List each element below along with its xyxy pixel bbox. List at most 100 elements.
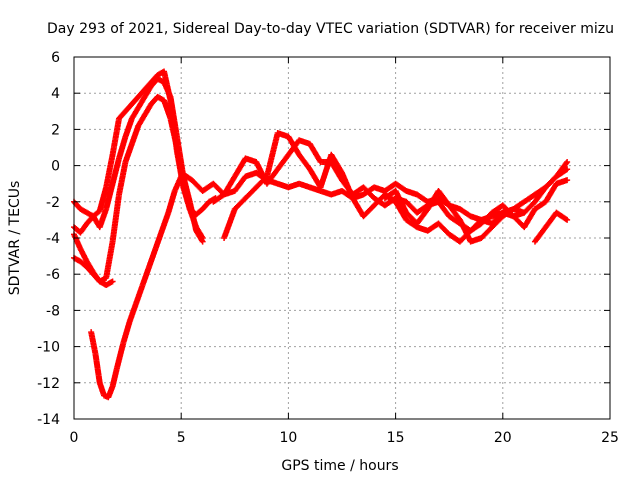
- data-point-trail: [543, 174, 559, 190]
- data-point-trail: [414, 207, 430, 226]
- data-point-trail: [393, 189, 409, 215]
- data-point-trail: [165, 189, 178, 215]
- x-tick-label: 25: [601, 430, 619, 446]
- x-tick-label: 5: [177, 430, 186, 446]
- y-tick-label: -4: [46, 231, 60, 247]
- data-point-trail: [264, 131, 281, 178]
- data-point: [564, 158, 571, 165]
- x-axis-label: GPS time / hours: [281, 458, 398, 474]
- data-point-trail: [114, 341, 126, 370]
- data-point-trail: [522, 207, 538, 229]
- data-point-trail: [194, 206, 205, 217]
- data-point-trail: [479, 210, 495, 226]
- data-point-trail: [78, 221, 89, 235]
- data-point-trail: [180, 182, 193, 211]
- data-point-trail: [122, 116, 135, 139]
- data-point-trail: [425, 189, 441, 211]
- data-point-trail: [136, 87, 147, 99]
- data-point-trail: [254, 174, 269, 190]
- data-point-trail: [522, 192, 537, 204]
- data-point-trail: [88, 330, 99, 356]
- y-axis-ticks: -14 -12 -10 -8 -6 -4 -2 0 2 4 6: [37, 50, 610, 428]
- data-point-trail: [129, 124, 141, 146]
- data-point-trail: [243, 185, 259, 201]
- data-point-trail: [543, 210, 559, 229]
- data-point-trail: [350, 196, 366, 218]
- data-point-trail: [297, 152, 312, 172]
- data-point-trail: [232, 196, 248, 211]
- data-point: [564, 166, 571, 173]
- series-trace-10: [531, 209, 571, 245]
- y-tick-label: -10: [37, 340, 60, 356]
- data-point-trail: [490, 214, 505, 230]
- data-point-trail: [393, 181, 409, 194]
- data-point-trail: [127, 301, 139, 323]
- series-trace-4: [71, 254, 116, 289]
- data-point-trail: [458, 206, 473, 219]
- data-point-trail: [122, 142, 135, 164]
- data-point-trail: [436, 189, 452, 208]
- data-point-trail: [116, 109, 128, 121]
- data-point-trail: [136, 113, 147, 128]
- data-point-trail: [146, 247, 158, 269]
- data-point-trail: [129, 106, 141, 121]
- data-point-trail: [133, 283, 146, 305]
- data-point: [564, 177, 571, 184]
- y-tick-label: 4: [51, 86, 60, 102]
- data-point-trail: [532, 225, 548, 244]
- data-point-trail: [329, 160, 345, 182]
- data-point-trail: [109, 193, 122, 244]
- data-point-trail: [179, 170, 194, 183]
- y-axis-label: SDTVAR / TECUs: [7, 181, 23, 296]
- data-point-trail: [307, 142, 323, 164]
- data-point-trail: [533, 199, 548, 212]
- y-tick-label: -14: [37, 412, 60, 428]
- data-point-trail: [232, 174, 248, 193]
- data-point-trail: [286, 134, 302, 157]
- x-tick-label: 0: [70, 430, 79, 446]
- data-point-trail: [436, 221, 452, 237]
- data-point-trail: [120, 319, 133, 345]
- data-point-trail: [71, 199, 83, 212]
- y-tick-label: 2: [51, 122, 60, 138]
- data-point-trail: [102, 393, 110, 400]
- chart-title: Day 293 of 2021, Sidereal Day-to-day VTE…: [47, 21, 614, 37]
- data-point-trail: [361, 203, 377, 219]
- data-point-trail: [123, 102, 134, 114]
- data-point-trail: [275, 152, 291, 172]
- y-tick-label: -8: [46, 303, 60, 319]
- data-point-trail: [361, 185, 377, 201]
- data-point: [199, 235, 206, 241]
- data-point-trail: [339, 171, 356, 200]
- data-point-trail: [532, 185, 548, 204]
- data-point-trail: [404, 217, 419, 230]
- data-point-trail: [152, 229, 165, 251]
- y-tick-label: -2: [46, 195, 60, 211]
- data-point-trail: [457, 218, 473, 244]
- data-point-trail: [447, 203, 463, 222]
- data-point-trail: [221, 207, 238, 240]
- data-point-trail: [194, 225, 205, 240]
- data-point: [521, 209, 528, 216]
- data-point-trail: [554, 210, 569, 223]
- y-tick-label: -6: [46, 267, 60, 283]
- data-point: [564, 216, 571, 223]
- data-point-trail: [479, 225, 495, 240]
- y-tick-label: 6: [51, 50, 60, 66]
- series-trace-9: [381, 187, 528, 245]
- data-point-trail: [468, 221, 484, 233]
- data-point-trail: [232, 156, 248, 179]
- data-point-trail: [142, 102, 154, 117]
- x-tick-label: 15: [387, 430, 405, 446]
- data-point-trail: [136, 95, 147, 110]
- data-point-trail: [221, 174, 238, 197]
- data-point-trail: [84, 264, 96, 277]
- data-points: [71, 68, 571, 401]
- data-point-trail: [97, 185, 109, 213]
- data-point-trail: [329, 153, 345, 175]
- y-tick-label: 0: [51, 159, 60, 175]
- data-point-trail: [211, 192, 226, 204]
- x-tick-label: 10: [279, 430, 297, 446]
- x-tick-label: 20: [494, 430, 512, 446]
